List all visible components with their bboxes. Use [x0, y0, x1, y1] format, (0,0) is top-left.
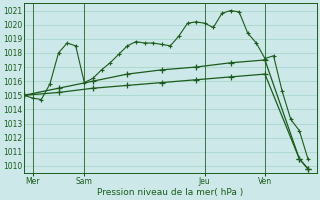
- X-axis label: Pression niveau de la mer( hPa ): Pression niveau de la mer( hPa ): [97, 188, 244, 197]
